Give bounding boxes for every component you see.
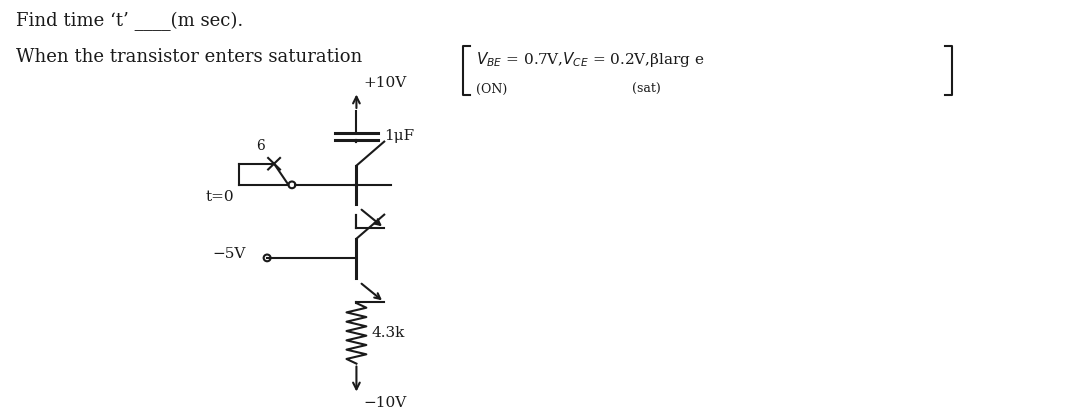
Text: −10V: −10V [363, 396, 407, 410]
Text: t=0: t=0 [206, 190, 234, 204]
Text: +10V: +10V [363, 76, 407, 90]
Text: $V_{BE}$ = 0.7V,$V_{CE}$ = 0.2V,βlarg e: $V_{BE}$ = 0.7V,$V_{CE}$ = 0.2V,βlarg e [475, 50, 704, 69]
Text: When the transistor enters saturation: When the transistor enters saturation [16, 48, 362, 67]
Text: 6: 6 [256, 139, 265, 153]
Text: 4.3k: 4.3k [372, 326, 405, 340]
Text: (ON): (ON) [475, 83, 507, 96]
Text: −5V: −5V [213, 247, 246, 261]
Text: Find time ‘t’ ____(m sec).: Find time ‘t’ ____(m sec). [16, 12, 243, 31]
Text: (sat): (sat) [632, 83, 661, 96]
Text: 1μF: 1μF [384, 129, 415, 144]
